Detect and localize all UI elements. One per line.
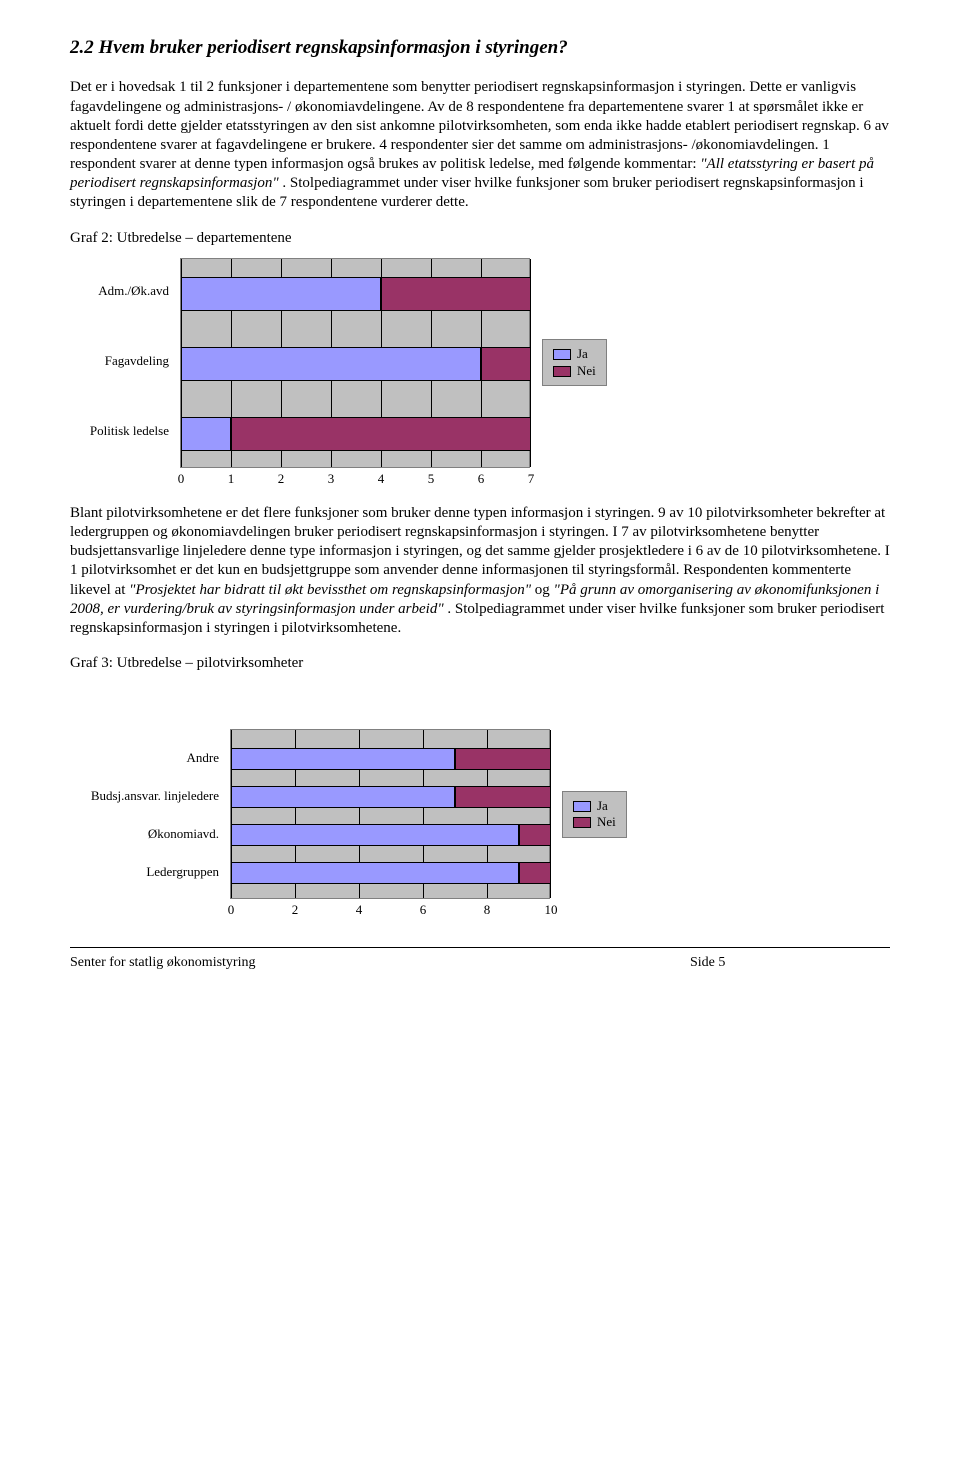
chart2-bar-ja	[231, 824, 519, 846]
chart1-bar-ja	[181, 347, 481, 381]
swatch-nei-icon	[573, 817, 591, 828]
legend-ja: Ja	[553, 346, 596, 363]
swatch-nei-icon	[553, 366, 571, 377]
chart2-title: Graf 3: Utbredelse – pilotvirksomheter	[70, 654, 890, 673]
chart2-bar-ja	[231, 786, 455, 808]
chart1-xtick: 3	[321, 471, 341, 488]
intro-paragraph: Det er i hovedsak 1 til 2 funksjoner i d…	[70, 78, 890, 212]
chart2-xtick: 4	[349, 902, 369, 919]
chart1-xtick: 6	[471, 471, 491, 488]
chart2-bar-ja	[231, 862, 519, 884]
footer-rule	[70, 947, 890, 948]
chart2-cat-1: Budsj.ansvar. linjeledere	[59, 788, 219, 805]
section-heading: 2.2 Hvem bruker periodisert regnskapsinf…	[70, 36, 890, 60]
chart2-cat-2: Økonomiavd.	[59, 826, 219, 843]
chart2-xtick: 0	[221, 902, 241, 919]
mid-paragraph: Blant pilotvirksomhetene er det flere fu…	[70, 504, 890, 638]
legend-nei-label: Nei	[577, 363, 596, 380]
swatch-ja-icon	[553, 349, 571, 360]
chart1-xtick: 0	[171, 471, 191, 488]
chart2-xtick: 6	[413, 902, 433, 919]
legend-ja: Ja	[573, 798, 616, 815]
chart1-bar-ja	[181, 277, 381, 311]
chart2-bar-nei	[519, 824, 551, 846]
chart2-cat-3: Ledergruppen	[59, 864, 219, 881]
page-footer: Senter for statlig økonomistyring Side 5	[70, 954, 890, 972]
chart2-bar-nei	[455, 786, 551, 808]
chart2-bar-nei	[455, 748, 551, 770]
chart2-legend: Ja Nei	[562, 791, 627, 838]
chart1-xtick: 4	[371, 471, 391, 488]
chart1-cat-0: Adm./Øk.avd	[59, 283, 169, 300]
chart1-xtick: 2	[271, 471, 291, 488]
chart1-title: Graf 2: Utbredelse – departementene	[70, 229, 890, 248]
swatch-ja-icon	[573, 801, 591, 812]
chart2: Andre Budsj.ansvar. linjeledere Økonomia…	[70, 729, 550, 899]
chart1-xtick: 5	[421, 471, 441, 488]
chart1-plot: Adm./Øk.avd Fagavdeling Politisk ledelse	[180, 258, 530, 468]
chart1-bar-nei	[231, 417, 531, 451]
para2-quote1: "Prosjektet har bidratt til økt bevissth…	[129, 582, 531, 598]
chart2-bar-ja	[231, 748, 455, 770]
legend-nei: Nei	[553, 363, 596, 380]
footer-right: Side 5	[690, 954, 890, 972]
chart2-xtick: 2	[285, 902, 305, 919]
para2-b: og	[535, 582, 554, 598]
chart1-cat-2: Politisk ledelse	[59, 423, 169, 440]
legend-ja-label: Ja	[597, 798, 608, 815]
chart1: Adm./Øk.avd Fagavdeling Politisk ledelse	[70, 258, 490, 468]
chart1-xtick: 1	[221, 471, 241, 488]
chart1-xtick: 7	[521, 471, 541, 488]
chart1-legend: Ja Nei	[542, 339, 607, 386]
chart2-xtick: 10	[541, 902, 561, 919]
legend-nei: Nei	[573, 814, 616, 831]
chart1-bar-nei	[481, 347, 531, 381]
chart2-cat-0: Andre	[59, 750, 219, 767]
footer-left: Senter for statlig økonomistyring	[70, 954, 690, 972]
legend-nei-label: Nei	[597, 814, 616, 831]
chart1-bar-ja	[181, 417, 231, 451]
chart2-xtick: 8	[477, 902, 497, 919]
chart1-bar-nei	[381, 277, 531, 311]
legend-ja-label: Ja	[577, 346, 588, 363]
chart2-plot: Andre Budsj.ansvar. linjeledere Økonomia…	[230, 729, 550, 899]
chart1-cat-1: Fagavdeling	[59, 353, 169, 370]
chart2-bar-nei	[519, 862, 551, 884]
